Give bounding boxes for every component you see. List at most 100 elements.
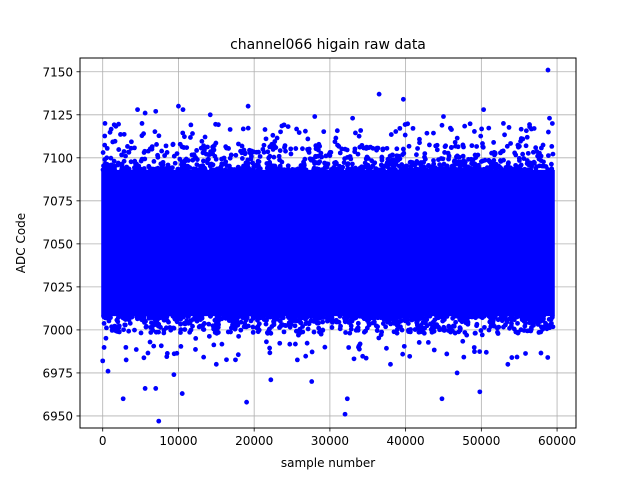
data-point [159,148,165,154]
data-point [472,349,477,355]
data-point [550,324,556,330]
data-point [381,313,387,319]
data-point [182,134,187,140]
data-point [407,329,413,335]
data-point [424,130,430,136]
data-point [507,165,513,171]
data-point [399,166,405,172]
data-point [287,341,293,347]
data-point [210,144,216,150]
data-point [200,163,206,169]
data-point [535,322,541,327]
data-point [236,141,241,147]
data-point [394,146,400,152]
data-point [288,151,294,157]
data-point [461,354,467,360]
data-point [141,313,147,319]
data-point [388,132,394,137]
data-point [472,161,478,167]
data-point [285,124,291,130]
data-point [387,153,393,159]
data-point [365,165,371,171]
data-point [305,136,311,142]
data-point [294,357,300,363]
data-point [291,318,297,324]
data-point [472,330,478,336]
data-point [341,315,347,321]
data-point [379,155,385,161]
data-point [462,123,468,129]
data-point [515,320,520,326]
data-point [389,157,394,163]
data-point [126,149,132,155]
data-point [306,150,312,155]
data-point [521,318,527,324]
data-point [253,313,259,319]
data-point [437,327,442,333]
data-point [488,163,494,169]
data-point [236,333,242,339]
data-point [170,141,176,147]
data-point [118,132,123,137]
data-point [549,161,554,167]
data-point [329,166,335,172]
data-point [346,345,352,350]
data-point [533,166,539,172]
data-point [154,142,159,147]
data-point [495,317,501,323]
data-point [404,163,410,169]
data-point [352,149,358,155]
data-point [162,314,168,319]
data-point [545,355,551,360]
data-point [373,166,378,172]
data-point [255,324,261,330]
data-point [317,159,323,165]
data-point [271,154,277,160]
outlier-point [441,114,446,119]
data-point [378,332,384,338]
data-point [414,319,420,325]
data-point [372,315,378,321]
data-point [549,121,555,126]
outlier-point [376,91,382,97]
data-point [477,349,483,354]
data-point [397,319,403,324]
data-point [224,357,229,363]
data-point [514,354,520,360]
data-point [358,128,364,133]
data-point [318,331,324,337]
data-point [479,126,485,132]
data-point [113,328,119,334]
data-point [349,314,355,320]
data-point [276,153,282,159]
data-point [158,324,163,330]
data-point [493,166,498,172]
data-point [434,313,439,319]
data-point [190,316,196,322]
data-point [478,328,484,333]
data-point [264,313,270,319]
data-point [156,133,162,139]
data-point [142,148,148,154]
data-point [523,351,528,356]
outlier-point [179,391,185,396]
data-point [400,351,406,357]
data-point [194,148,200,153]
data-point [126,328,132,334]
data-point [257,154,263,159]
data-point [151,159,157,164]
data-point [274,167,280,173]
data-point [200,326,206,332]
data-point [281,329,287,335]
data-point [235,352,241,358]
data-point [210,151,215,156]
data-point [363,355,369,361]
data-point [400,152,405,158]
data-point [348,156,354,162]
data-point [391,329,397,335]
data-point [235,166,241,172]
data-point [502,132,507,138]
data-point [211,342,217,348]
data-point [452,330,458,336]
data-point [337,150,343,156]
